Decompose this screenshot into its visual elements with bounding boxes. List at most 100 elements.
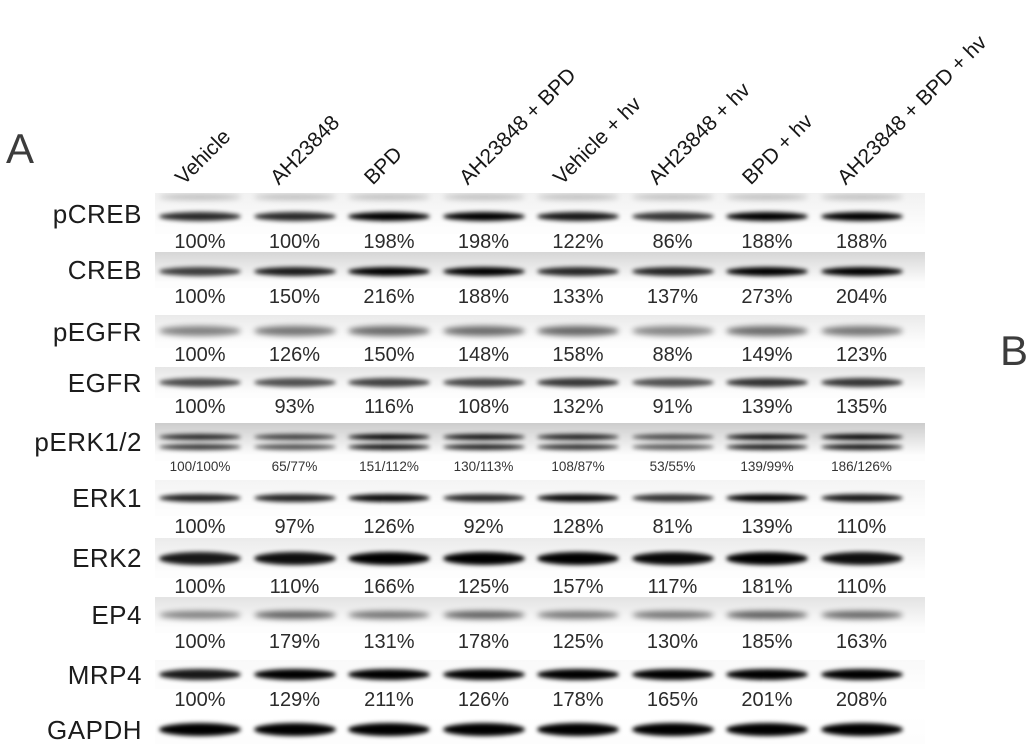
blot-film-strip xyxy=(155,367,925,398)
band-value: 126% xyxy=(457,689,510,711)
band-value: 157% xyxy=(552,576,604,598)
blot-film-strip xyxy=(155,597,925,633)
blot-band xyxy=(820,194,903,200)
blot-band xyxy=(253,326,336,336)
band-value: 126% xyxy=(363,516,415,538)
blot-band xyxy=(159,434,241,440)
protein-label: pEGFR xyxy=(52,316,142,347)
blot-band xyxy=(631,552,714,565)
condition-header: BPD + hv xyxy=(738,109,818,190)
condition-header: Vehicle + hv xyxy=(549,92,646,190)
blot-band xyxy=(253,723,336,736)
blot-band xyxy=(442,378,525,387)
blot-band xyxy=(253,194,336,200)
blot-band xyxy=(159,723,241,736)
blot-band xyxy=(442,552,525,565)
band-value: 108% xyxy=(457,396,510,418)
blot-band xyxy=(348,669,430,680)
blot-band xyxy=(726,669,808,680)
blot-band xyxy=(442,326,525,336)
blot-band xyxy=(820,444,903,450)
band-value: 198% xyxy=(457,231,510,253)
band-value: 100/100% xyxy=(169,459,231,474)
band-value: 128% xyxy=(552,516,604,538)
blot-band xyxy=(348,267,430,276)
band-value: 130/113% xyxy=(453,459,514,474)
blot-band xyxy=(253,552,336,565)
blot-band xyxy=(631,434,714,440)
blot-band xyxy=(820,326,903,336)
band-value: 117% xyxy=(647,576,698,598)
blot-band xyxy=(253,669,336,680)
blot-band xyxy=(159,378,241,387)
band-value: 91% xyxy=(652,396,693,418)
protein-label: MRP4 xyxy=(67,659,142,690)
blot-band xyxy=(820,723,903,736)
band-value: 163% xyxy=(835,631,888,653)
band-value: 92% xyxy=(463,516,504,538)
band-value: 273% xyxy=(741,286,793,308)
blot-film-strip xyxy=(155,715,925,744)
blot-band xyxy=(820,267,903,276)
band-value: 132% xyxy=(552,396,604,418)
blot-band xyxy=(726,723,808,736)
band-value: 125% xyxy=(552,631,604,653)
blot-band xyxy=(537,267,619,276)
blot-band xyxy=(631,212,714,221)
blot-band xyxy=(348,434,430,440)
band-value: 100% xyxy=(268,231,321,253)
band-value: 188% xyxy=(457,286,510,308)
blot-film-strip xyxy=(155,538,925,578)
blot-band xyxy=(631,669,714,680)
blot-band xyxy=(253,378,336,387)
band-value: 53/55% xyxy=(649,459,696,474)
blot-band xyxy=(631,326,714,336)
band-value: 188% xyxy=(835,231,888,253)
blot-band xyxy=(537,194,619,200)
blot-band xyxy=(159,444,241,450)
band-value: 88% xyxy=(652,344,693,366)
blot-band xyxy=(348,552,430,565)
protein-label: pCREB xyxy=(52,198,142,229)
blot-band xyxy=(253,212,336,221)
band-value: 149% xyxy=(741,344,793,366)
blot-band xyxy=(820,212,903,221)
blot-band xyxy=(348,326,430,336)
blot-band xyxy=(726,212,808,221)
band-value: 100% xyxy=(174,576,226,598)
blot-band xyxy=(631,494,714,502)
blot-band xyxy=(631,611,714,619)
blot-band xyxy=(442,669,525,680)
blot-band xyxy=(537,444,619,450)
blot-band xyxy=(159,267,241,276)
blot-film-strip xyxy=(155,480,925,516)
blot-band xyxy=(253,494,336,502)
protein-label: CREB xyxy=(67,255,142,285)
band-value: 123% xyxy=(835,344,888,366)
blot-band xyxy=(348,444,430,450)
band-value: 165% xyxy=(646,689,699,711)
band-value: 198% xyxy=(363,231,415,253)
blot-band xyxy=(537,434,619,440)
band-value: 125% xyxy=(457,576,510,598)
blot-band xyxy=(726,434,808,440)
blot-band xyxy=(631,267,714,276)
blot-band xyxy=(253,434,336,440)
condition-header: BPD xyxy=(360,142,407,190)
band-value: 150% xyxy=(268,286,321,308)
blot-band xyxy=(442,723,525,736)
band-value: 131% xyxy=(363,631,415,653)
blot-band xyxy=(159,611,241,619)
blot-band xyxy=(631,444,714,450)
blot-band xyxy=(631,723,714,736)
blot-band xyxy=(159,669,241,680)
band-value: 211% xyxy=(364,689,414,711)
band-value: 100% xyxy=(174,286,226,308)
condition-header: AH23848 xyxy=(265,111,344,190)
blot-band xyxy=(631,194,714,200)
protein-label: EGFR xyxy=(67,367,142,398)
band-value: 110% xyxy=(836,576,887,598)
blot-band xyxy=(726,552,808,565)
band-value: 186/126% xyxy=(831,459,892,474)
